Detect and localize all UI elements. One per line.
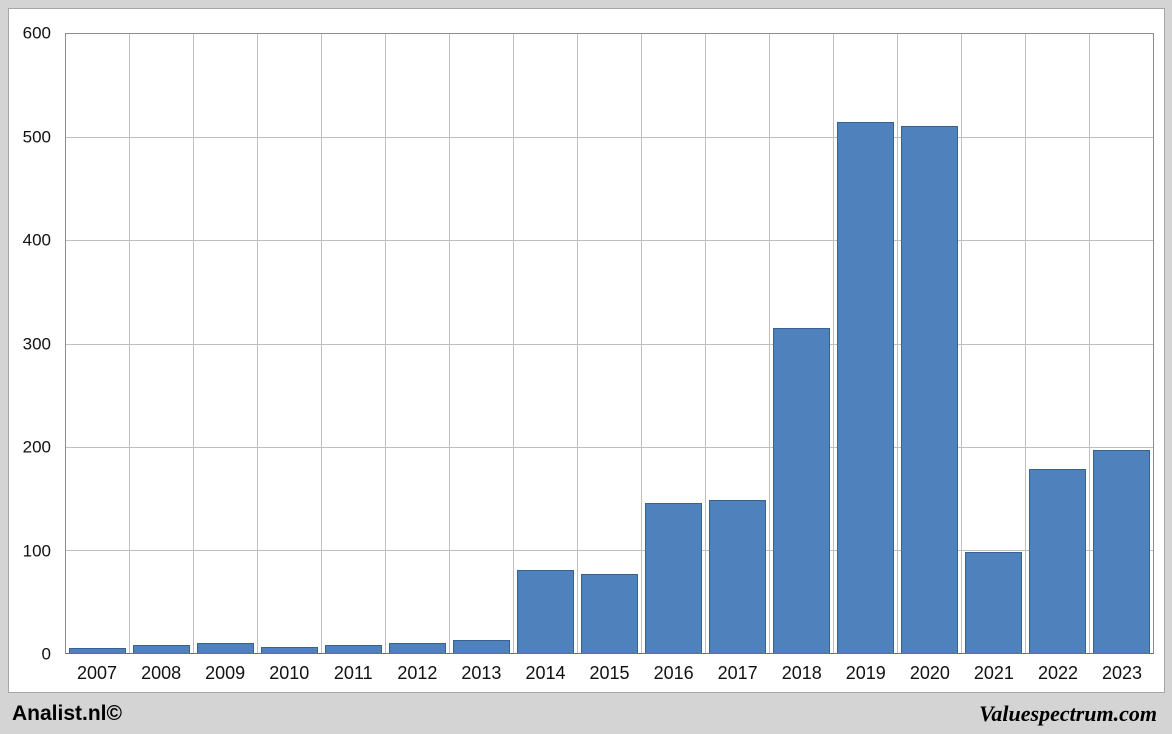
x-tick-label: 2021 <box>973 662 1014 683</box>
chart-column <box>578 34 642 653</box>
x-tick-label: 2017 <box>717 662 758 683</box>
bar <box>901 125 958 653</box>
y-tick-label: 600 <box>22 23 51 43</box>
y-tick-label: 300 <box>22 334 51 353</box>
x-axis: 2007 2008 2009 2010 2011 2012 2013 2014 2015 2016… <box>65 654 1154 692</box>
bar <box>133 644 190 653</box>
chart-column <box>450 34 514 653</box>
y-tick-label: 200 <box>22 437 51 457</box>
y-tick-label: 0 <box>41 644 51 664</box>
bar <box>645 503 702 653</box>
chart-column <box>1026 34 1090 653</box>
footer-bar: Analist.nl© Valuespectrum.com <box>8 694 1165 734</box>
gridline <box>66 137 1153 139</box>
analist-credit: Analist.nl© <box>12 702 122 725</box>
bar <box>517 570 574 653</box>
x-tick-label: 2009 <box>205 662 246 683</box>
plot-area <box>65 33 1154 654</box>
x-tick-label: 2019 <box>845 662 886 683</box>
bar <box>709 500 766 653</box>
x-tick-label: 2023 <box>1102 662 1143 683</box>
chart-column <box>898 34 962 653</box>
chart-column <box>1090 34 1153 653</box>
y-tick-label: 100 <box>22 541 51 560</box>
bar <box>453 639 510 653</box>
valuespectrum-credit: Valuespectrum.com <box>979 701 1157 726</box>
x-tick-label: 2016 <box>653 662 694 683</box>
chart-column <box>194 34 258 653</box>
chart-column <box>642 34 706 653</box>
stock-price-chart: 0 100 200 300 400 500 600 2007 2008 2009 2010 2011… <box>8 8 1165 693</box>
chart-column <box>514 34 578 653</box>
x-tick-label: 2008 <box>141 662 182 683</box>
bar <box>1029 469 1086 653</box>
bar <box>69 647 126 653</box>
x-tick-label: 2012 <box>397 662 438 683</box>
x-tick-label: 2018 <box>781 662 822 683</box>
bar <box>581 573 638 653</box>
bar <box>325 644 382 653</box>
chart-column <box>962 34 1026 653</box>
gridline <box>66 240 1153 242</box>
x-tick-label: 2015 <box>589 662 630 683</box>
chart-column <box>834 34 898 653</box>
chart-column <box>770 34 834 653</box>
gridline <box>66 549 1153 551</box>
chart-column <box>386 34 450 653</box>
chart-column <box>706 34 770 653</box>
chart-column <box>130 34 194 653</box>
x-tick-label: 2013 <box>461 662 502 683</box>
x-tick-label: 2014 <box>525 662 566 683</box>
y-tick-label: 400 <box>22 230 51 250</box>
gridline <box>66 343 1153 345</box>
bar <box>197 642 254 653</box>
chart-column <box>66 34 130 653</box>
bar <box>389 642 446 653</box>
x-tick-label: 2007 <box>77 662 118 683</box>
chart-column <box>258 34 322 653</box>
bar <box>965 551 1022 653</box>
gridline <box>66 446 1153 448</box>
y-tick-label: 500 <box>22 127 51 146</box>
x-tick-label: 2010 <box>269 662 310 683</box>
x-tick-label: 2011 <box>333 662 373 683</box>
bar-columns <box>66 34 1153 653</box>
bar <box>261 646 318 653</box>
x-tick-label: 2022 <box>1037 662 1078 683</box>
x-tick-label: 2020 <box>909 662 950 683</box>
chart-column <box>322 34 386 653</box>
bar <box>773 328 830 653</box>
bar <box>837 121 894 653</box>
y-axis: 0 100 200 300 400 500 600 <box>9 25 59 663</box>
bar <box>1093 449 1150 653</box>
